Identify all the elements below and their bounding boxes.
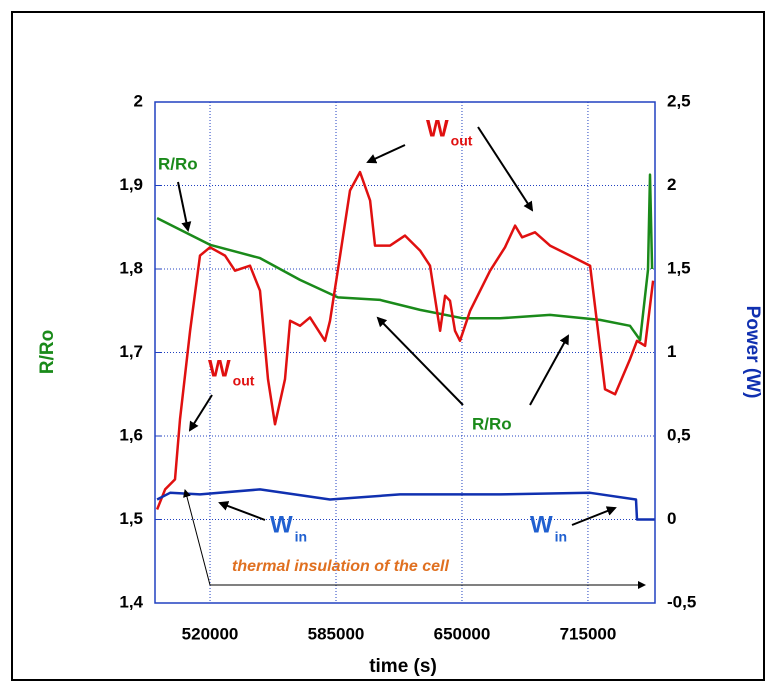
arrows [177, 126, 646, 589]
annotation: thermal insulation of the cell [232, 558, 449, 575]
y-axis-label: R/Ro [37, 330, 58, 374]
arrow [186, 496, 646, 589]
annotation: R/Ro [472, 414, 512, 433]
arrow [177, 181, 192, 232]
frame [11, 11, 765, 681]
arrow [366, 144, 406, 164]
annotation: W [530, 511, 553, 538]
x-tick-label: 650000 [434, 624, 491, 643]
series-line [155, 170, 655, 510]
arrow [188, 394, 213, 432]
annotation: W [208, 355, 231, 382]
x-tick-label: 715000 [560, 624, 617, 643]
plot-frame [154, 101, 656, 604]
x-tick-label: 520000 [182, 624, 239, 643]
y2-tick-label: 1,5 [667, 258, 691, 277]
y-tick-label: 1,5 [119, 509, 143, 528]
y-tick-label: 2 [134, 91, 143, 110]
annotation-subscript: in [295, 529, 307, 545]
y2-axis-label: Power (W) [742, 306, 763, 399]
y2-tick-label: 0 [667, 509, 676, 528]
annotation: W [426, 115, 449, 142]
y-tick-label: 1,7 [119, 342, 143, 361]
y2-tick-label: 2,5 [667, 91, 691, 110]
y-tick-label: 1,8 [119, 258, 143, 277]
arrow [571, 506, 617, 526]
y-tick-label: 1,4 [119, 592, 143, 611]
annotation-subscript: in [555, 529, 567, 545]
annotation-subscript: out [451, 133, 473, 149]
annotation: W [270, 511, 293, 538]
y-tick-label: 1,9 [119, 175, 143, 194]
arrow [376, 316, 464, 406]
arrow [529, 334, 569, 406]
annotation: R/Ro [158, 154, 198, 173]
x-tick-label: 585000 [308, 624, 365, 643]
y2-tick-label: 1 [667, 342, 676, 361]
series-line [156, 173, 654, 342]
y2-tick-label: 2 [667, 175, 676, 194]
arrow [183, 489, 191, 498]
arrow [477, 126, 534, 212]
y2-tick-label: 0,5 [667, 425, 691, 444]
arrow [218, 501, 266, 521]
x-axis-label: time (s) [369, 656, 437, 677]
y-tick-label: 1,6 [119, 425, 143, 444]
y2-tick-label: -0,5 [667, 592, 696, 611]
annotation-subscript: out [233, 373, 255, 389]
